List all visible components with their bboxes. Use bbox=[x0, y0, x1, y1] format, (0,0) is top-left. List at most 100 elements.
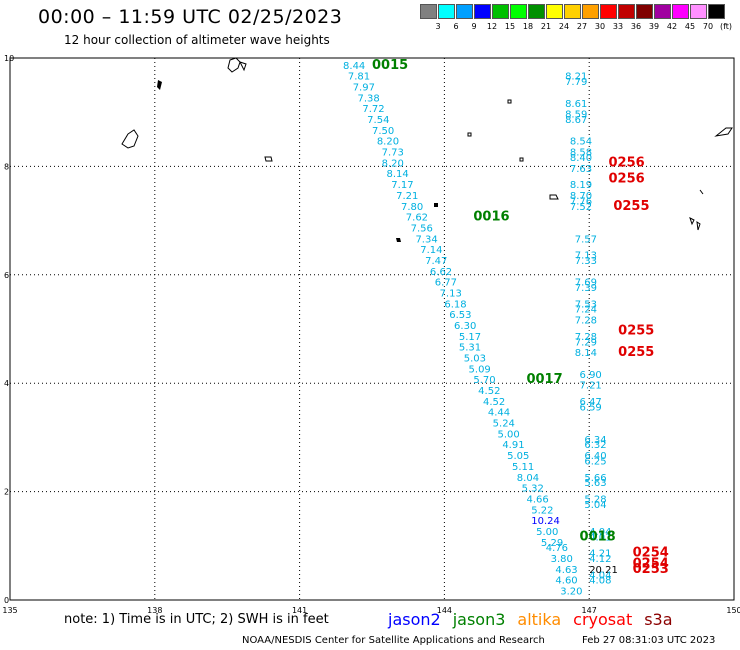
track-time-label: 0253 bbox=[633, 562, 669, 577]
track-time-label: 0254 bbox=[633, 546, 669, 561]
wave-height-value: 8.70 bbox=[570, 191, 592, 202]
scale-swatch bbox=[438, 4, 455, 19]
island-outline bbox=[121, 129, 139, 149]
latitude-label: 4 bbox=[4, 379, 9, 388]
wave-height-value: 5.70 bbox=[473, 375, 495, 386]
track-time-label: 0255 bbox=[618, 323, 654, 338]
wave-height-value: 4.08 bbox=[589, 576, 611, 587]
wave-height-value: 7.63 bbox=[570, 164, 592, 175]
wave-height-value: 7.56 bbox=[411, 223, 433, 234]
wave-height-value: 8.14 bbox=[575, 348, 597, 359]
scale-swatch bbox=[690, 4, 707, 19]
island-outline bbox=[699, 189, 704, 195]
wave-height-value: 5.29 bbox=[541, 538, 563, 549]
wave-height-value: 4.04 bbox=[589, 527, 611, 538]
scale-label: 30 bbox=[594, 22, 606, 31]
wave-height-value: 6.59 bbox=[580, 402, 602, 413]
wave-height-value: 7.14 bbox=[420, 245, 442, 256]
wave-height-value: 7.57 bbox=[575, 234, 597, 245]
wave-height-value: 5.28 bbox=[584, 494, 606, 505]
longitude-label: 138 bbox=[147, 606, 162, 615]
wave-height-value: 7.29 bbox=[575, 337, 597, 348]
scale-swatch bbox=[600, 4, 617, 19]
wave-height-value: 5.63 bbox=[584, 478, 606, 489]
scale-swatch bbox=[492, 4, 509, 19]
wave-height-value: 7.73 bbox=[382, 148, 404, 159]
wave-height-value: 5.66 bbox=[584, 473, 606, 484]
scale-label: 21 bbox=[540, 22, 552, 31]
wave-height-value: 8.54 bbox=[570, 137, 592, 148]
scale-label: 12 bbox=[486, 22, 498, 31]
wave-height-value: 6.34 bbox=[584, 435, 606, 446]
wave-height-value: 5.31 bbox=[459, 343, 481, 354]
wave-height-values: 8.447.817.977.387.727.547.508.207.738.20… bbox=[343, 61, 618, 598]
generated-timestamp: Feb 27 08:31:03 UTC 2023 bbox=[582, 635, 716, 646]
track-time-label: 0254 bbox=[633, 556, 669, 571]
wave-height-value: 7.38 bbox=[358, 93, 380, 104]
wave-height-value: 8.61 bbox=[565, 99, 587, 110]
track-time-label: 0017 bbox=[526, 372, 562, 387]
latitude-label: 2 bbox=[4, 488, 9, 497]
scale-swatch bbox=[582, 4, 599, 19]
axis-labels: 135 138 141 144 147 150 0 2 4 6 8 10 bbox=[2, 54, 740, 615]
latitude-label: 8 bbox=[4, 162, 9, 171]
scale-swatch bbox=[654, 4, 671, 19]
track-time-label: 0255 bbox=[613, 199, 649, 214]
map-frame bbox=[9, 57, 735, 601]
legend-item-jason2: jason2 bbox=[388, 610, 441, 629]
wave-height-value: 5.05 bbox=[507, 451, 529, 462]
wave-height-value: 5.22 bbox=[531, 505, 553, 516]
wave-height-value: 5.09 bbox=[469, 364, 491, 375]
wave-height-value: 7.47 bbox=[425, 256, 447, 267]
scale-label: 24 bbox=[558, 22, 570, 31]
wave-height-value: 7.39 bbox=[575, 283, 597, 294]
longitude-label: 150 bbox=[726, 606, 740, 615]
wave-height-value: 7.33 bbox=[575, 256, 597, 267]
scale-swatch bbox=[618, 4, 635, 19]
wave-height-value: 7.79 bbox=[565, 77, 587, 88]
scale-label: 6 bbox=[453, 22, 459, 31]
wave-height-value: 7.13 bbox=[575, 251, 597, 262]
wave-height-value: 8.40 bbox=[570, 153, 592, 164]
wave-height-value: 6.90 bbox=[580, 370, 602, 381]
track-time-label: 0018 bbox=[580, 529, 616, 544]
credit-line: NOAA/NESDIS Center for Satellite Applica… bbox=[242, 635, 545, 646]
wave-height-value: 5.24 bbox=[493, 419, 515, 430]
longitude-label: 144 bbox=[437, 606, 452, 615]
island-outline bbox=[396, 238, 401, 242]
latitude-label: 6 bbox=[4, 271, 9, 280]
longitude-label: 135 bbox=[2, 606, 17, 615]
island-outline bbox=[264, 156, 273, 162]
wave-height-value: 6.30 bbox=[454, 321, 476, 332]
scale-swatch bbox=[708, 4, 725, 19]
scale-label: 39 bbox=[648, 22, 660, 31]
wave-height-value: 5.11 bbox=[512, 462, 534, 473]
wave-height-value: 7.52 bbox=[570, 202, 592, 213]
wave-height-value: 4.21 bbox=[589, 549, 611, 560]
wave-height-value: 6.25 bbox=[584, 457, 606, 468]
wave-height-value: 5.17 bbox=[459, 332, 481, 343]
wave-height-value: 6.47 bbox=[580, 397, 602, 408]
scale-swatch bbox=[672, 4, 689, 19]
wave-height-value: 7.72 bbox=[362, 104, 384, 115]
scale-label: 33 bbox=[612, 22, 624, 31]
wave-height-value: 7.54 bbox=[367, 115, 389, 126]
wave-height-value: 5.03 bbox=[464, 354, 486, 365]
footer-note: note: 1) Time is in UTC; 2) SWH is in fe… bbox=[64, 612, 329, 627]
wave-height-value: 8.14 bbox=[386, 169, 408, 180]
wave-height-value: 3.20 bbox=[560, 587, 582, 598]
wave-height-value: 7.24 bbox=[575, 305, 597, 316]
island-outline bbox=[239, 61, 247, 72]
wave-height-value: 6.32 bbox=[584, 440, 606, 451]
wave-height-value: 8.19 bbox=[570, 180, 592, 191]
track-time-label: 0255 bbox=[618, 345, 654, 360]
track-time-label: 0015 bbox=[372, 58, 408, 73]
land-islands bbox=[121, 57, 733, 242]
legend-item-jason3: jason3 bbox=[452, 610, 506, 629]
wave-height-value: 7.13 bbox=[440, 288, 462, 299]
wave-height-value: 8.58 bbox=[570, 148, 592, 159]
wave-height-value: 7.53 bbox=[575, 299, 597, 310]
scale-swatch bbox=[456, 4, 473, 19]
wave-height-value: 8.04 bbox=[517, 473, 539, 484]
scale-label: 70 bbox=[702, 22, 714, 31]
